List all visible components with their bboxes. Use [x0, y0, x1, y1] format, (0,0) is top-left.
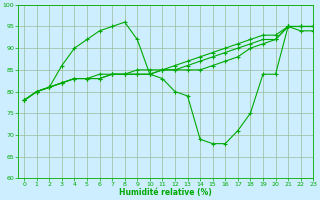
X-axis label: Humidité relative (%): Humidité relative (%): [119, 188, 212, 197]
